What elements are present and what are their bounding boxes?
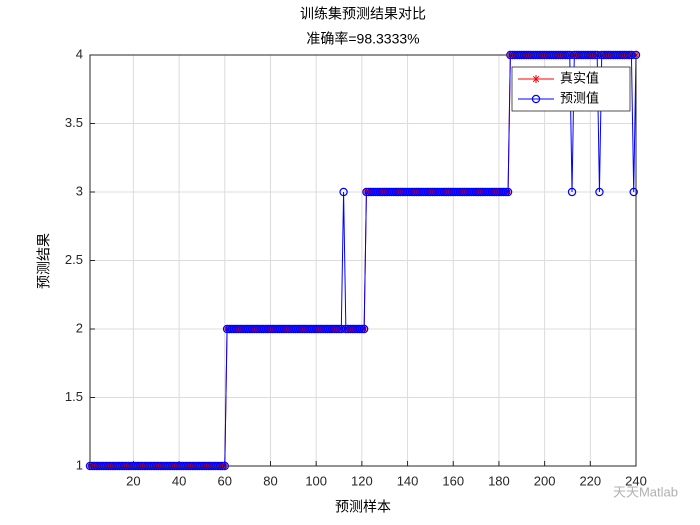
legend-label: 真实值 xyxy=(560,70,599,85)
x-tick-label: 80 xyxy=(263,473,277,488)
legend-label: 预测值 xyxy=(560,90,599,105)
x-tick-label: 160 xyxy=(442,473,464,488)
data-marker xyxy=(501,187,510,197)
data-marker xyxy=(629,187,638,197)
x-tick-label: 200 xyxy=(534,473,556,488)
data-marker xyxy=(499,187,508,197)
data-marker xyxy=(567,187,577,197)
y-tick-label: 2.5 xyxy=(65,252,83,267)
data-marker xyxy=(339,187,348,197)
data-marker xyxy=(332,324,341,334)
x-tick-label: 220 xyxy=(579,473,601,488)
x-tick-label: 40 xyxy=(172,473,186,488)
y-tick-label: 3 xyxy=(76,183,83,198)
x-tick-label: 140 xyxy=(397,473,419,488)
legend-marker xyxy=(532,75,540,83)
data-marker xyxy=(359,324,369,334)
y-tick-label: 1.5 xyxy=(65,389,83,404)
y-axis-label: 预测结果 xyxy=(36,233,52,289)
x-tick-label: 240 xyxy=(625,473,647,488)
data-marker xyxy=(595,187,604,197)
axes-box xyxy=(89,54,637,467)
x-axis-label: 预测样本 xyxy=(335,499,391,515)
data-marker xyxy=(357,324,367,334)
y-tick-label: 3.5 xyxy=(65,115,83,130)
x-tick-label: 180 xyxy=(488,473,510,488)
chart-subtitle: 准确率=98.3333% xyxy=(306,31,419,47)
watermark: 天天Matlab xyxy=(613,484,678,499)
data-marker xyxy=(355,324,364,334)
data-marker xyxy=(503,187,513,197)
y-tick-label: 1 xyxy=(76,457,83,472)
y-tick-label: 2 xyxy=(76,320,83,335)
x-tick-label: 100 xyxy=(305,473,327,488)
legend-marker xyxy=(531,94,541,104)
legend-box xyxy=(511,66,631,112)
x-tick-label: 20 xyxy=(126,473,140,488)
x-tick-label: 60 xyxy=(218,473,232,488)
x-tick-label: 120 xyxy=(351,473,373,488)
y-tick-label: 4 xyxy=(76,46,83,61)
chart-title: 训练集预测结果对比 xyxy=(300,6,426,22)
